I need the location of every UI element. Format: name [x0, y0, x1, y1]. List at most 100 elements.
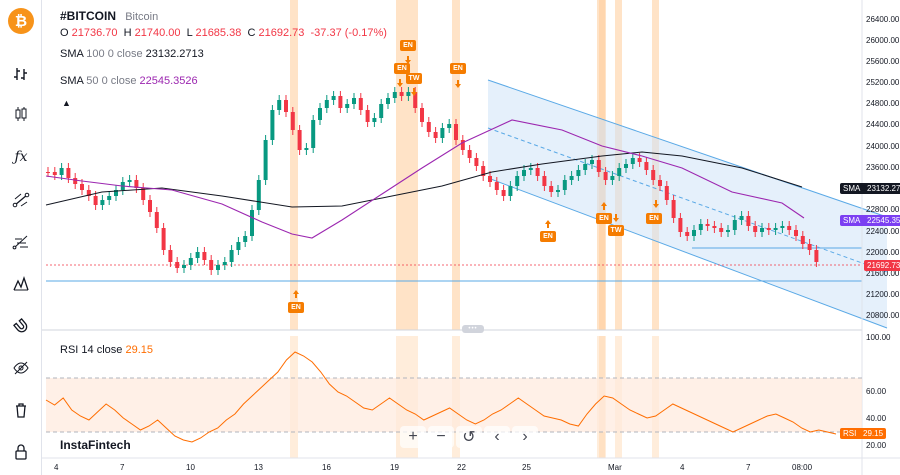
rsi-tag-label: RSI: [843, 429, 857, 438]
candle-body: [141, 188, 146, 200]
price-axis-label: 26000.00: [866, 36, 900, 45]
open-value: 21736.70: [71, 27, 118, 39]
symbol-legend: #BITCOIN Bitcoin: [60, 9, 158, 23]
channel-lower-line: [487, 177, 888, 329]
candle-body: [528, 168, 533, 170]
magnet-icon[interactable]: [5, 310, 37, 342]
candle-body: [630, 158, 635, 164]
trend-line-icon[interactable]: [5, 184, 37, 216]
candle-body: [440, 128, 445, 138]
candle-body: [243, 236, 248, 242]
rsi-label: RSI: [60, 344, 79, 356]
signal-marker-en[interactable]: EN: [288, 302, 304, 313]
time-axis-label: 08:00: [792, 463, 813, 472]
collapse-legend-icon[interactable]: ▲: [62, 98, 71, 108]
candle-body: [488, 176, 492, 182]
rsi-axis-label: 40.00: [866, 414, 887, 423]
candle-body: [535, 168, 540, 176]
candle-body: [433, 132, 438, 138]
candle-body: [134, 180, 139, 188]
signal-marker-tw[interactable]: TW: [406, 73, 422, 84]
lock-icon[interactable]: [5, 436, 37, 468]
candle-body: [515, 176, 520, 186]
candle-body: [760, 228, 764, 232]
indicators-icon[interactable]: ƒx: [14, 149, 28, 165]
price-axis-label: 24800.00: [866, 99, 900, 108]
candle-body: [59, 168, 64, 175]
time-axis-label: 13: [254, 463, 263, 472]
pane-resize-handle[interactable]: •••: [462, 325, 484, 333]
time-axis-label: 19: [390, 463, 399, 472]
candle-body: [195, 252, 200, 258]
bitcoin-logo-icon[interactable]: ₿: [8, 8, 34, 34]
sma50-tag-value: 22545.35: [867, 216, 900, 225]
candle-body: [311, 120, 316, 148]
signal-marker-en[interactable]: EN: [596, 213, 612, 224]
candle-body: [569, 176, 574, 180]
time-axis-label: 4: [54, 463, 59, 472]
candle-body: [726, 230, 730, 232]
candle-body: [658, 180, 662, 186]
open-label: O: [60, 27, 69, 39]
price-axis-label: 22000.00: [866, 248, 900, 257]
candle-body: [168, 250, 173, 262]
patterns-icon[interactable]: [5, 268, 37, 300]
candle-body: [467, 150, 472, 158]
price-chart[interactable]: [42, 0, 900, 475]
candle-body: [154, 212, 159, 228]
candle-body: [576, 170, 581, 176]
price-axis-label: 22800.00: [866, 205, 900, 214]
candle-body: [712, 226, 717, 228]
left-toolbar: ₿ ƒx: [0, 0, 42, 475]
candle-body: [379, 104, 384, 118]
high-value: 21740.00: [134, 27, 181, 39]
candle-body: [603, 172, 608, 180]
candles-icon[interactable]: [5, 98, 37, 130]
zoom-out-button[interactable]: −: [428, 426, 454, 448]
zoom-in-button[interactable]: +: [400, 426, 426, 448]
signal-marker-en[interactable]: EN: [400, 40, 416, 51]
candle-body: [114, 190, 118, 196]
low-label: L: [186, 27, 193, 39]
candle-body: [107, 196, 112, 200]
signal-marker-en[interactable]: EN: [394, 63, 410, 74]
scroll-right-button[interactable]: ›: [512, 426, 538, 448]
symbol-name[interactable]: #BITCOIN: [60, 9, 117, 23]
price-axis-label: 22400.00: [866, 227, 900, 236]
candle-body: [454, 124, 458, 140]
candle-body: [100, 200, 105, 205]
rsi-axis-label: 100.00: [866, 333, 891, 342]
signal-marker-tw[interactable]: TW: [608, 225, 624, 236]
bar-style-icon[interactable]: [5, 58, 37, 90]
high-label: H: [123, 27, 132, 39]
candle-body: [787, 226, 792, 230]
signal-marker-en[interactable]: EN: [450, 63, 466, 74]
candle-body: [501, 190, 506, 196]
hide-drawings-icon[interactable]: [5, 352, 37, 384]
sma100-price-tag: SMA 23132.27: [840, 183, 900, 194]
scroll-left-button[interactable]: ‹: [484, 426, 510, 448]
rsi-legend[interactable]: RSI 14 close 29.15: [60, 344, 153, 356]
sma50-legend[interactable]: SMA 50 0 close 22545.3526: [60, 75, 198, 87]
candle-body: [277, 100, 282, 110]
signal-marker-en[interactable]: EN: [540, 231, 556, 242]
candle-body: [250, 210, 254, 236]
candle-body: [460, 140, 465, 150]
candle-body: [66, 168, 71, 178]
sma100-legend[interactable]: SMA 100 0 close 23132.2713: [60, 48, 204, 60]
close-value: 21692.73: [258, 27, 305, 39]
arrow-up-icon: [293, 290, 299, 298]
reset-chart-button[interactable]: ↺: [456, 426, 482, 448]
sma100-params: 100 0 close: [86, 48, 143, 60]
fib-icon[interactable]: [5, 226, 37, 258]
candle-body: [345, 104, 350, 108]
candle-body: [80, 184, 84, 190]
candle-body: [222, 262, 227, 265]
candle-body: [202, 252, 207, 260]
candle-body: [800, 236, 805, 244]
candle-body: [522, 170, 526, 176]
price-axis-label: 26400.00: [866, 15, 900, 24]
sma100-tag-value: 23132.27: [867, 184, 900, 193]
trash-icon[interactable]: [5, 394, 37, 426]
signal-marker-en[interactable]: EN: [646, 213, 662, 224]
